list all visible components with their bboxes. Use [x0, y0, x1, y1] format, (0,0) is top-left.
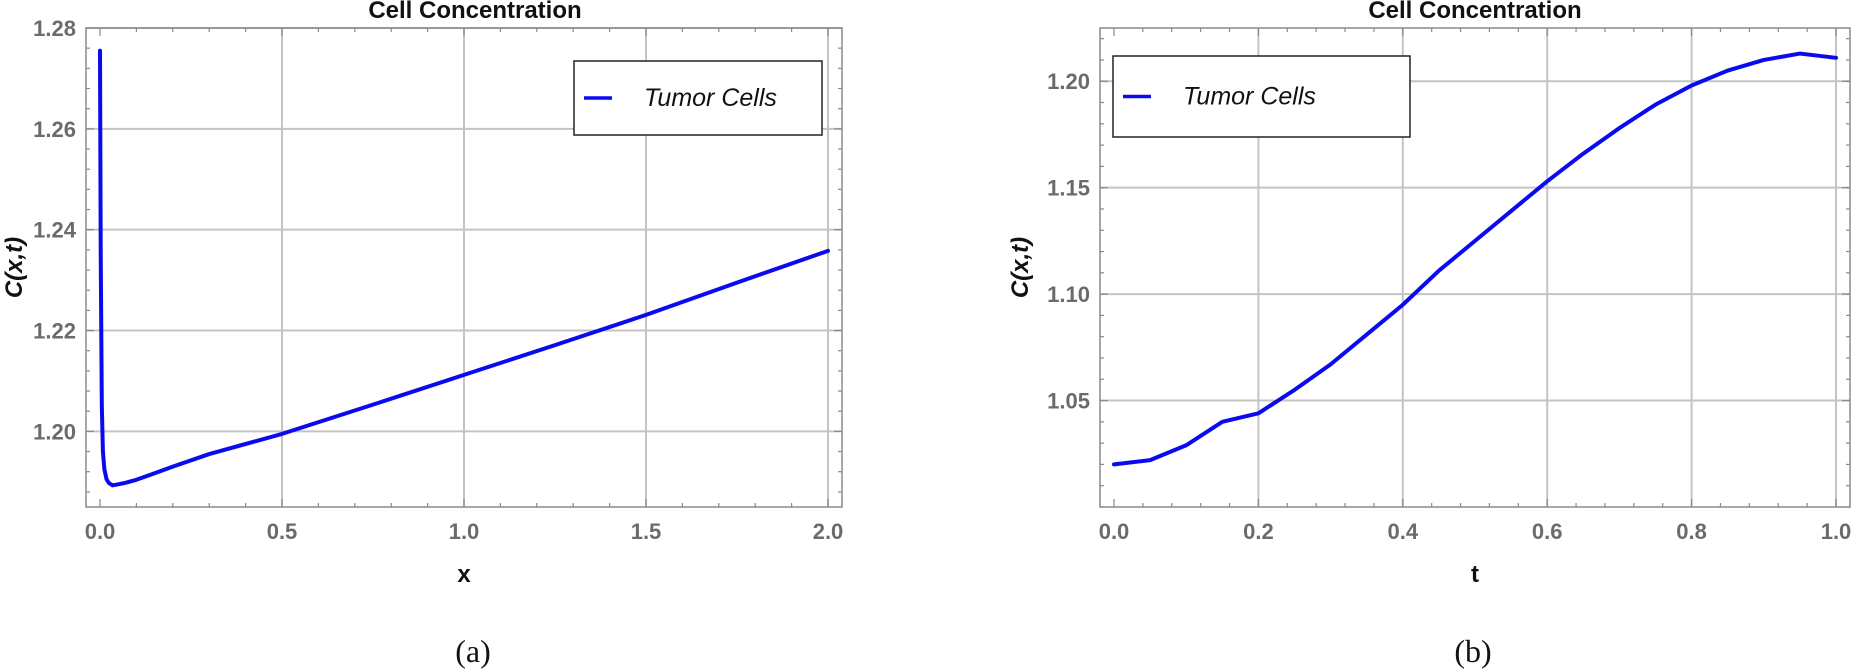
x-tick-label: 1.5 — [631, 519, 662, 544]
x-tick-label: 1.0 — [449, 519, 480, 544]
legend: Tumor Cells — [573, 60, 823, 136]
x-tick-label: 0.4 — [1388, 519, 1419, 544]
y-tick-label: 1.05 — [1047, 389, 1090, 414]
y-tick-label: 1.20 — [1047, 69, 1090, 94]
legend-box — [1112, 55, 1411, 138]
chart-title: Cell Concentration — [368, 0, 581, 24]
panel-caption: (a) — [455, 633, 491, 669]
legend-label: Tumor Cells — [1183, 83, 1316, 111]
panel-caption: (b) — [1454, 633, 1491, 669]
y-tick-label: 1.28 — [33, 16, 76, 41]
chart-title: Cell Concentration — [1368, 0, 1581, 24]
x-tick-label: 1.0 — [1821, 519, 1852, 544]
chart-panel-2: Cell Concentration 0.0 0.2 0.4 0.6 0.8 1.0 1.05… — [1007, 0, 1851, 669]
x-tick-label: 0.5 — [267, 519, 298, 544]
x-tick-label: 0.0 — [1099, 519, 1130, 544]
series-line-1 — [1112, 51, 1838, 467]
y-tick-label: 1.10 — [1047, 282, 1090, 307]
legend: Tumor Cells — [1112, 55, 1411, 138]
x-tick-label: 2.0 — [813, 519, 844, 544]
series-line-1 — [98, 48, 830, 488]
y-tick-label: 1.26 — [33, 117, 76, 142]
x-tick-label: 0.6 — [1532, 519, 1563, 544]
y-tick-label: 1.22 — [33, 319, 76, 344]
chart-panel-1: Cell Concentration 0.0 0.5 1.0 1.5 2.0 1.20 1.2… — [1, 0, 843, 669]
plot-frame — [1099, 27, 1851, 508]
y-tick-label: 1.20 — [33, 419, 76, 444]
x-tick-label: 0.0 — [85, 519, 116, 544]
x-axis-label: x — [457, 561, 471, 588]
y-tick-label: 1.24 — [33, 218, 77, 243]
x-tick-label: 0.2 — [1243, 519, 1274, 544]
x-tick-label: 0.8 — [1676, 519, 1707, 544]
x-axis-label: t — [1471, 561, 1479, 588]
legend-label: Tumor Cells — [644, 84, 777, 112]
y-tick-label: 1.15 — [1047, 176, 1090, 201]
y-axis-label: C(x,t) — [1, 237, 28, 298]
legend-box — [573, 60, 823, 136]
y-axis-label: C(x,t) — [1007, 237, 1034, 298]
